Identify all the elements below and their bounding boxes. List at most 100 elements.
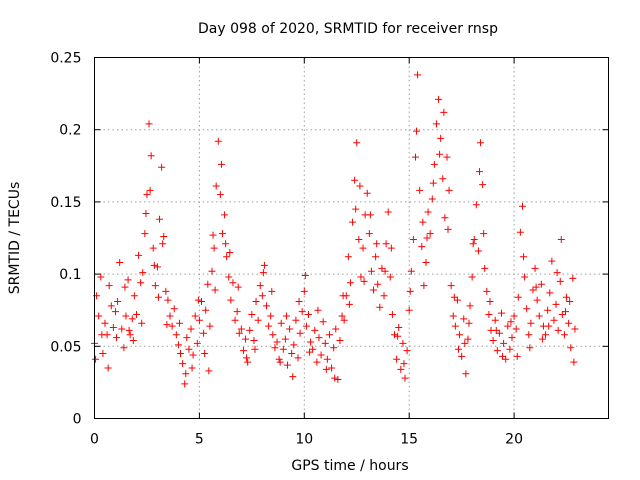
data-point: [189, 351, 197, 359]
data-point: [355, 235, 363, 243]
data-point: [170, 305, 178, 313]
data-point: [185, 345, 193, 353]
data-point: [111, 308, 119, 316]
data-point: [436, 150, 444, 158]
data-point: [163, 321, 171, 329]
data-point: [468, 273, 476, 281]
data-point: [456, 331, 464, 339]
data-point: [205, 367, 213, 375]
data-point: [290, 341, 298, 349]
data-point: [533, 296, 541, 304]
data-point: [109, 324, 117, 332]
data-point: [483, 287, 491, 295]
data-point: [546, 289, 554, 297]
x-tick-label: 5: [195, 432, 204, 448]
data-point: [141, 230, 149, 238]
data-point: [453, 296, 461, 304]
data-point: [405, 306, 413, 314]
data-point: [435, 95, 443, 103]
data-point: [356, 182, 364, 190]
data-point: [208, 267, 216, 275]
data-point: [300, 287, 308, 295]
data-point: [97, 273, 105, 281]
data-point: [243, 354, 251, 362]
data-point: [461, 339, 469, 347]
data-point: [531, 264, 539, 272]
data-point: [460, 315, 468, 323]
data-point: [451, 322, 459, 330]
data-point: [135, 251, 143, 259]
data-point: [322, 365, 330, 373]
data-point: [349, 218, 357, 226]
data-point: [538, 335, 546, 343]
data-point: [172, 331, 180, 339]
data-point: [295, 298, 303, 306]
data-point: [571, 325, 579, 333]
data-point: [458, 352, 466, 360]
data-point: [449, 312, 457, 320]
data-point: [235, 329, 243, 337]
data-point: [570, 358, 578, 366]
data-point: [151, 282, 159, 290]
data-point: [206, 322, 214, 330]
data-point: [250, 337, 258, 345]
gridlines: [94, 57, 609, 419]
data-point: [307, 338, 315, 346]
data-point: [462, 370, 470, 378]
data-point: [277, 319, 285, 327]
data-point: [518, 202, 526, 210]
data-point: [284, 361, 292, 369]
data-point: [294, 354, 302, 362]
data-point: [394, 332, 402, 340]
data-point: [313, 358, 321, 366]
data-point: [306, 348, 314, 356]
data-point: [107, 302, 115, 310]
data-point: [268, 287, 276, 295]
y-tick-label: 0.05: [50, 339, 81, 355]
data-point: [298, 308, 306, 316]
data-point: [276, 358, 284, 366]
data-point: [406, 287, 414, 295]
data-point: [334, 376, 342, 384]
data-point: [340, 316, 348, 324]
data-point: [493, 347, 501, 355]
data-point: [346, 279, 354, 287]
data-point: [147, 152, 155, 160]
data-point: [267, 312, 275, 320]
data-point: [345, 300, 353, 308]
data-point: [292, 316, 300, 324]
data-point: [229, 279, 237, 287]
data-point: [391, 331, 399, 339]
data-point: [376, 303, 384, 311]
data-point: [437, 134, 445, 142]
data-point: [351, 176, 359, 184]
data-point: [395, 324, 403, 332]
data-point: [302, 322, 310, 330]
data-point: [378, 264, 386, 272]
data-point: [388, 311, 396, 319]
data-point: [159, 240, 167, 248]
data-point: [407, 267, 415, 275]
data-point: [558, 311, 566, 319]
data-point: [537, 280, 545, 288]
data-point: [265, 322, 273, 330]
data-point: [500, 339, 508, 347]
data-point: [445, 186, 453, 194]
data-point: [304, 311, 312, 319]
data-point: [560, 331, 568, 339]
data-point: [237, 325, 245, 333]
data-point: [485, 311, 493, 319]
data-point: [275, 355, 283, 363]
data-point: [489, 337, 497, 345]
data-point: [370, 286, 378, 294]
y-tick-label: 0.1: [59, 267, 81, 283]
data-point: [523, 305, 531, 313]
data-point: [432, 120, 440, 128]
data-point: [526, 344, 534, 352]
data-point: [381, 267, 389, 275]
data-point: [464, 335, 472, 343]
data-point: [209, 231, 217, 239]
data-point: [149, 244, 157, 252]
data-point: [146, 186, 154, 194]
